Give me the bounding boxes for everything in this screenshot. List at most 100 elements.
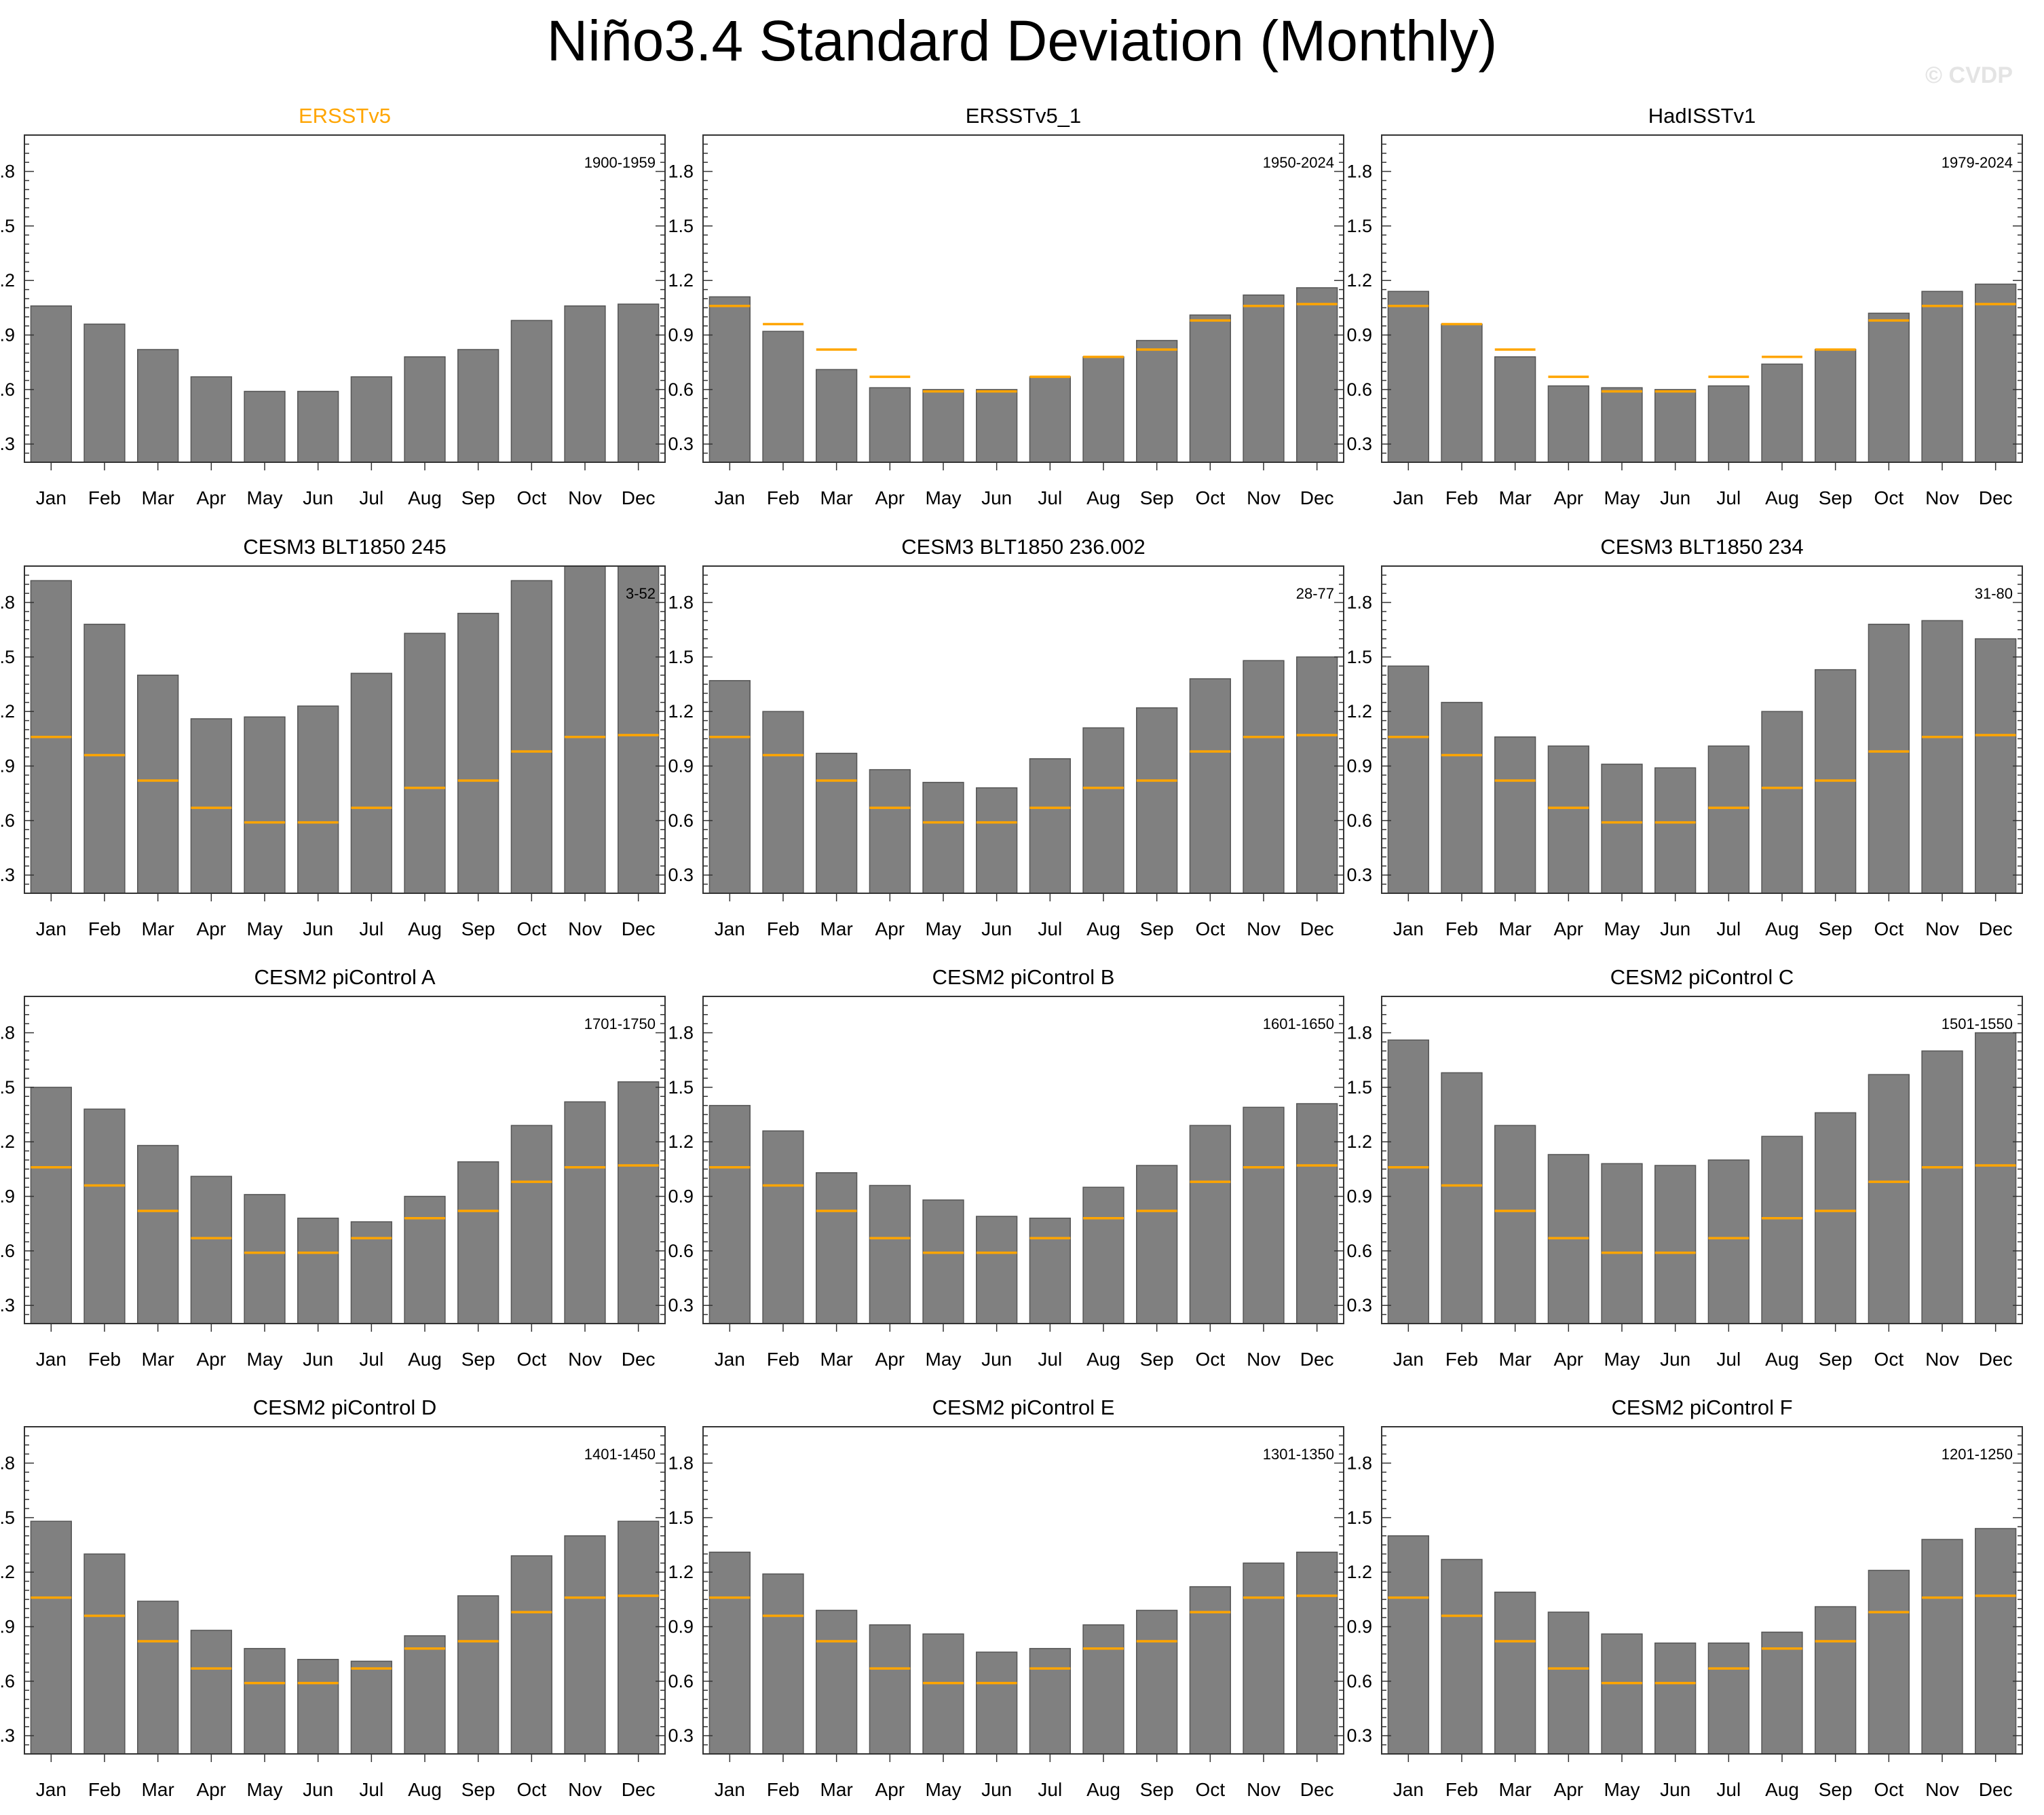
bar-feb xyxy=(762,331,804,462)
x-tick-label: Sep xyxy=(461,918,495,939)
x-tick-label: Dec xyxy=(1979,487,2013,508)
bar-may xyxy=(922,1633,964,1754)
bar-group xyxy=(708,287,1338,462)
x-tick-label: Apr xyxy=(1554,918,1584,939)
x-tick-label: Oct xyxy=(517,1349,547,1370)
bar-sep xyxy=(1815,1112,1857,1324)
x-tick-label: Apr xyxy=(1554,487,1584,508)
x-tick-label: Jul xyxy=(1716,487,1741,508)
bar-group xyxy=(1387,283,2017,462)
bar-dec xyxy=(618,1081,660,1324)
x-tick-label: Sep xyxy=(1819,487,1853,508)
panel-title: CESM2 piControl C xyxy=(1610,965,1794,989)
y-tick-label: 0.9 xyxy=(1346,1186,1372,1207)
x-tick-label: Aug xyxy=(408,487,442,508)
chart-panel: CESM2 piControl A 0.3 0.6 0.9 1.2 1.5 1.8 Jan Fe… xyxy=(0,965,666,1370)
bar-aug xyxy=(1082,356,1124,462)
bar-jun xyxy=(297,390,339,462)
y-tick-label: 1.2 xyxy=(1346,701,1372,722)
bar-feb xyxy=(83,623,126,893)
bar-jul xyxy=(1029,1217,1071,1324)
x-tick-label: Nov xyxy=(1247,1779,1281,1800)
x-tick-label: Jan xyxy=(36,918,67,939)
x-tick-label: Jul xyxy=(359,918,383,939)
bar-dec xyxy=(1296,656,1338,893)
x-tick-label: Dec xyxy=(1300,918,1334,939)
bar-aug xyxy=(1082,1186,1124,1324)
panel-title: ERSSTv5_1 xyxy=(966,104,1082,128)
x-tick-label: Dec xyxy=(622,918,656,939)
x-tick-label: Oct xyxy=(517,1779,547,1800)
x-tick-label: Feb xyxy=(1445,487,1478,508)
x-tick-label: Jun xyxy=(1660,1779,1690,1800)
x-tick-label: Jul xyxy=(1716,1779,1741,1800)
x-tick-label: May xyxy=(247,918,283,939)
bar-group xyxy=(30,303,660,462)
x-tick-label: Feb xyxy=(767,487,799,508)
bar-jul xyxy=(350,1660,392,1754)
x-tick-label: Sep xyxy=(461,1349,495,1370)
x-tick-label: Mar xyxy=(142,1349,174,1370)
bar-feb xyxy=(83,1553,126,1754)
chart-panel: ERSSTv5_1 0.3 0.6 0.9 1.2 1.5 1.8 Jan Feb Mar Apr M… xyxy=(668,104,1344,508)
bar-nov xyxy=(1243,660,1285,893)
y-tick-label: 1.5 xyxy=(668,647,694,667)
x-tick-label: Nov xyxy=(1925,1349,1959,1370)
y-tick-label: 0.6 xyxy=(1346,1241,1372,1261)
y-tick-label: 1.5 xyxy=(668,216,694,236)
bar-oct xyxy=(1189,314,1231,462)
y-tick-label: 1.8 xyxy=(0,1453,15,1474)
bar-apr xyxy=(869,1184,911,1324)
y-tick-label: 0.3 xyxy=(1346,434,1372,454)
y-tick-label: 1.5 xyxy=(0,216,15,236)
period-label: 31-80 xyxy=(1975,585,2013,602)
bar-group xyxy=(30,1081,660,1324)
x-tick-label: Apr xyxy=(197,1349,227,1370)
x-tick-label: Feb xyxy=(88,1349,121,1370)
bar-jan xyxy=(1387,1535,1429,1754)
bar-may xyxy=(922,389,964,462)
bar-dec xyxy=(618,1520,660,1754)
figure-title: Niño3.4 Standard Deviation (Monthly) xyxy=(546,9,1498,73)
bar-sep xyxy=(457,612,499,893)
bar-group xyxy=(708,1552,1338,1754)
y-tick-label: 1.2 xyxy=(1346,270,1372,291)
x-tick-label: Jun xyxy=(981,1349,1012,1370)
bar-jan xyxy=(708,1552,751,1754)
panel-title: CESM3 BLT1850 236.002 xyxy=(901,535,1146,559)
bar-may xyxy=(244,390,286,462)
x-tick-label: Jan xyxy=(1393,918,1424,939)
period-label: 28-77 xyxy=(1296,585,1334,602)
bar-may xyxy=(922,1199,964,1324)
period-label: 1601-1650 xyxy=(1263,1015,1334,1032)
y-tick-label: 1.2 xyxy=(668,270,694,291)
y-tick-label: 1.8 xyxy=(668,162,694,182)
y-tick-label: 1.5 xyxy=(0,647,15,667)
x-tick-label: Feb xyxy=(767,1349,799,1370)
panel-title: HadISSTv1 xyxy=(1648,104,1756,128)
bar-nov xyxy=(564,305,606,462)
x-tick-label: Apr xyxy=(197,918,227,939)
bar-feb xyxy=(83,1108,126,1324)
x-tick-label: Feb xyxy=(1445,1779,1478,1800)
bar-jun xyxy=(297,705,339,893)
y-tick-label: 1.8 xyxy=(0,162,15,182)
bar-oct xyxy=(1868,1569,1910,1754)
x-tick-label: Oct xyxy=(1196,918,1226,939)
bar-nov xyxy=(1243,1106,1285,1324)
x-tick-label: Oct xyxy=(1874,918,1904,939)
x-tick-label: Apr xyxy=(875,1349,905,1370)
x-tick-label: Aug xyxy=(1765,1349,1799,1370)
bar-group xyxy=(708,1103,1338,1324)
y-tick-label: 0.9 xyxy=(0,1186,15,1207)
x-tick-label: Apr xyxy=(875,487,905,508)
x-tick-label: Mar xyxy=(1499,1349,1532,1370)
chart-panel: HadISSTv1 0.3 0.6 0.9 1.2 1.5 1.8 Jan Feb Mar Apr M… xyxy=(1346,104,2023,508)
bar-aug xyxy=(1761,363,1803,462)
bar-nov xyxy=(1243,294,1285,462)
bar-mar xyxy=(1494,736,1536,893)
y-tick-label: 0.9 xyxy=(668,1186,694,1207)
y-tick-label: 1.2 xyxy=(1346,1562,1372,1582)
x-tick-label: Sep xyxy=(1819,1779,1853,1800)
x-tick-label: Oct xyxy=(517,487,547,508)
